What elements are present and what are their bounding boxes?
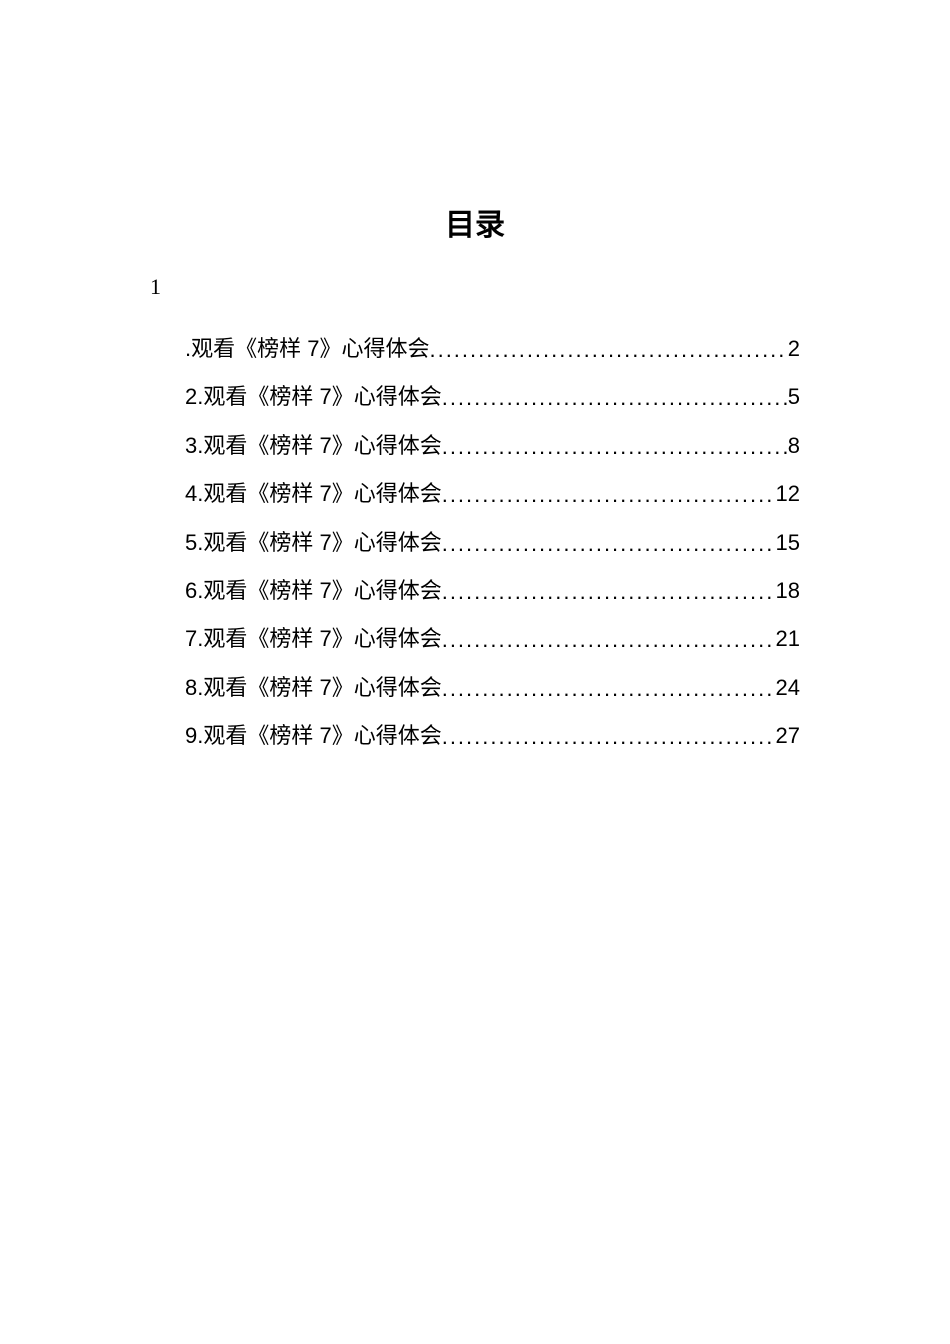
toc-entry-page: 21 [776, 615, 800, 663]
toc-entry-page: 27 [776, 712, 800, 760]
toc-dots [442, 665, 776, 713]
toc-list: .观看《榜样 7》心得体会 2 2.观看《榜样 7》心得体会 5 3.观看《榜样… [150, 325, 800, 761]
toc-entry-label: 9.观看《榜样 7》心得体会 [185, 712, 442, 760]
toc-entry-page: 5 [788, 373, 800, 421]
toc-dots [442, 471, 776, 519]
toc-entry: .观看《榜样 7》心得体会 2 [185, 325, 800, 373]
toc-entry-label: 6.观看《榜样 7》心得体会 [185, 567, 442, 615]
toc-entry: 7.观看《榜样 7》心得体会 21 [185, 615, 800, 663]
toc-entry: 6.观看《榜样 7》心得体会 18 [185, 567, 800, 615]
orphan-number: 1 [150, 274, 800, 300]
toc-entry-page: 15 [776, 519, 800, 567]
document-page: 目录 1 .观看《榜样 7》心得体会 2 2.观看《榜样 7》心得体会 5 3.… [0, 0, 950, 761]
toc-dots [442, 568, 776, 616]
toc-entry-page: 18 [776, 567, 800, 615]
toc-dots [442, 713, 776, 761]
toc-entry-page: 8 [788, 422, 800, 470]
toc-entry: 2.观看《榜样 7》心得体会 5 [185, 373, 800, 421]
toc-dots [429, 326, 787, 374]
toc-dots [442, 616, 776, 664]
toc-entry-page: 2 [788, 325, 800, 373]
toc-entry-label: 7.观看《榜样 7》心得体会 [185, 615, 442, 663]
toc-entry: 9.观看《榜样 7》心得体会 27 [185, 712, 800, 760]
toc-entry-label: .观看《榜样 7》心得体会 [185, 325, 429, 373]
toc-entry-page: 24 [776, 664, 800, 712]
toc-title: 目录 [150, 200, 800, 244]
toc-entry: 8.观看《榜样 7》心得体会 24 [185, 664, 800, 712]
toc-entry-page: 12 [776, 470, 800, 518]
toc-entry-label: 5.观看《榜样 7》心得体会 [185, 519, 442, 567]
toc-entry-label: 8.观看《榜样 7》心得体会 [185, 664, 442, 712]
toc-dots [442, 520, 776, 568]
toc-entry-label: 3.观看《榜样 7》心得体会 [185, 422, 442, 470]
toc-dots [442, 423, 788, 471]
toc-entry: 4.观看《榜样 7》心得体会 12 [185, 470, 800, 518]
toc-entry: 3.观看《榜样 7》心得体会 8 [185, 422, 800, 470]
toc-entry-label: 4.观看《榜样 7》心得体会 [185, 470, 442, 518]
toc-entry: 5.观看《榜样 7》心得体会 15 [185, 519, 800, 567]
toc-entry-label: 2.观看《榜样 7》心得体会 [185, 373, 442, 421]
toc-dots [442, 374, 788, 422]
